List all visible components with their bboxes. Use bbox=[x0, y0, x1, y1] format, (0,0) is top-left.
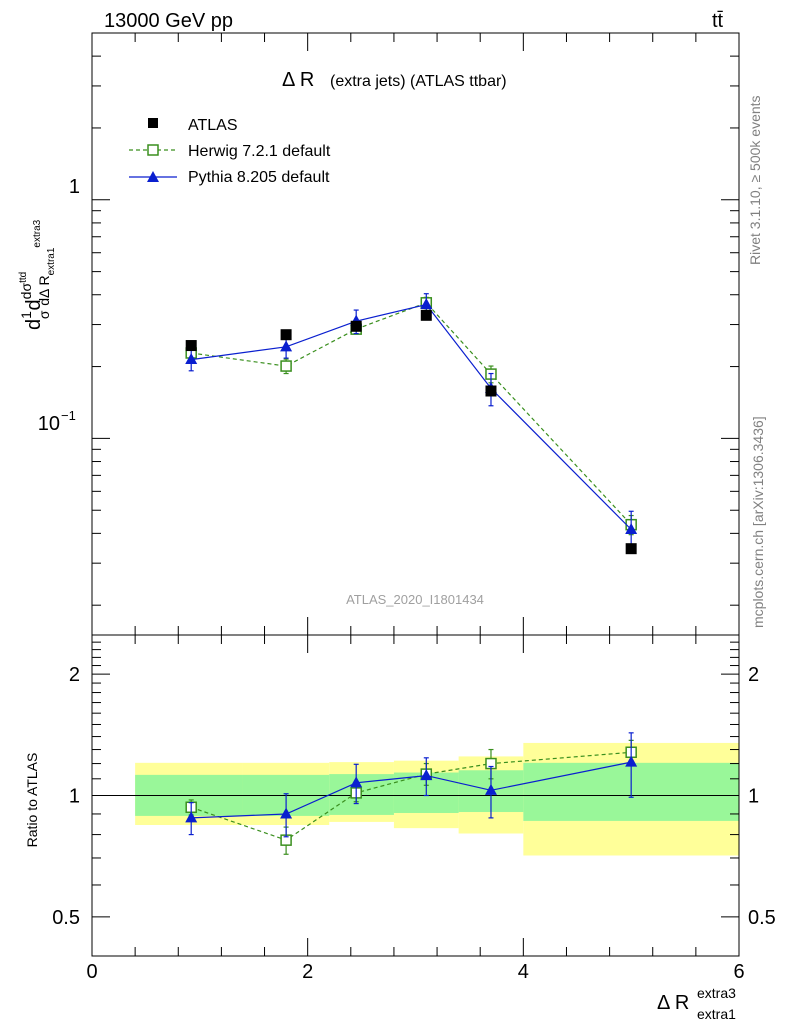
ratio-pythia-marker bbox=[420, 769, 433, 781]
legend-label-pythia: Pythia 8.205 default bbox=[188, 169, 330, 186]
ratio-x-ticks bbox=[91, 635, 740, 956]
mcplots-label: mcplots.cern.ch [arXiv:1306.3436] bbox=[750, 416, 766, 628]
legend-marker-pythia bbox=[147, 171, 159, 182]
x-axis-label-main: Δ R bbox=[657, 992, 689, 1014]
ratio-y-tick-label-right: 1 bbox=[748, 786, 759, 808]
process-label: tt̄ bbox=[712, 10, 724, 32]
x-axis-label-sup: extra3 bbox=[697, 985, 736, 1001]
legend-marker-herwig bbox=[147, 144, 159, 156]
ratio-herwig-line bbox=[191, 751, 632, 841]
ratio-y-tick-label-right: 2 bbox=[748, 664, 759, 686]
main-x-ticks bbox=[91, 33, 740, 635]
main-y-axis-label: d1 σddσttd dΔ Rextra1extra3 bbox=[18, 219, 57, 330]
y-tick-label-0.1-base: 10 bbox=[38, 413, 60, 435]
ratio-pythia-marker bbox=[625, 755, 638, 767]
atlas-marker bbox=[485, 385, 497, 397]
pythia-series bbox=[185, 293, 638, 553]
energy-label: 13000 GeV pp bbox=[104, 10, 233, 32]
atlas-marker bbox=[350, 320, 362, 332]
legend-label-atlas: ATLAS bbox=[188, 117, 238, 134]
ratio-y-ticks bbox=[92, 641, 739, 957]
ratio-pythia-marker bbox=[350, 776, 363, 788]
x-tick-label: 4 bbox=[518, 961, 529, 983]
atlas-marker bbox=[420, 309, 432, 321]
atlas-marker bbox=[280, 329, 292, 341]
main-y-axis-label-text: d1 σddσttd dΔ Rextra1extra3 bbox=[18, 219, 57, 330]
ratio-y-tick-labels: 0.5 0.5 1 1 2 2 bbox=[52, 664, 776, 929]
pythia-marker bbox=[420, 298, 433, 310]
atlas-marker bbox=[185, 340, 197, 352]
y-tick-label-1: 1 bbox=[69, 176, 80, 198]
pythia-marker bbox=[625, 523, 638, 535]
ratio-pythia-marker bbox=[280, 807, 293, 819]
ratio-pythia-line bbox=[191, 761, 632, 819]
legend-label-herwig: Herwig 7.2.1 default bbox=[188, 143, 331, 160]
plot-title-sub: (extra jets) (ATLAS ttbar) bbox=[330, 73, 507, 90]
y-tick-label-0.1-exp: −1 bbox=[61, 408, 76, 423]
x-tick-label: 6 bbox=[733, 961, 744, 983]
x-axis-label-sub: extra1 bbox=[697, 1006, 736, 1022]
main-series-layer bbox=[185, 293, 638, 555]
legend-marker-atlas bbox=[148, 118, 158, 128]
x-axis-label: Δ R extra3 extra1 bbox=[657, 985, 736, 1022]
pythia-line bbox=[191, 303, 632, 530]
herwig-series bbox=[185, 296, 637, 536]
plot-title-main: Δ R bbox=[282, 69, 314, 91]
main-panel: Δ R (extra jets) (ATLAS ttbar) ATLAS_202… bbox=[18, 32, 740, 636]
ratio-y-tick-label-right: 0.5 bbox=[748, 907, 776, 929]
pythia-marker bbox=[280, 340, 293, 352]
ratio-y-tick-label: 0.5 bbox=[52, 907, 80, 929]
rivet-version-label: Rivet 3.1.10, ≥ 500k events bbox=[747, 95, 763, 265]
legend: ATLAS Herwig 7.2.1 default Pythia 8.205 … bbox=[129, 117, 331, 186]
x-tick-label: 2 bbox=[302, 961, 313, 983]
analysis-id: ATLAS_2020_I1801434 bbox=[346, 592, 484, 607]
x-tick-label: 0 bbox=[86, 961, 97, 983]
ratio-panel: 0.5 0.5 1 1 2 2 0 2 4 6 Ratio to ATLAS Δ R extra… bbox=[24, 634, 776, 1022]
ratio-bands-layer bbox=[92, 742, 739, 856]
ratio-y-tick-label: 2 bbox=[69, 664, 80, 686]
ratio-pythia-series bbox=[185, 732, 638, 838]
atlas-marker bbox=[625, 543, 637, 555]
ratio-pythia-marker bbox=[185, 811, 198, 823]
ratio-series-layer bbox=[185, 732, 638, 855]
ratio-x-tick-labels: 0 2 4 6 bbox=[86, 961, 744, 983]
ratio-y-axis-label: Ratio to ATLAS bbox=[24, 753, 40, 848]
main-y-ticks bbox=[92, 32, 739, 606]
herwig-marker bbox=[280, 360, 292, 372]
ratio-pythia-marker bbox=[484, 783, 497, 795]
herwig-line bbox=[191, 302, 632, 526]
pythia-marker bbox=[185, 353, 198, 365]
ratio-y-tick-label: 1 bbox=[69, 786, 80, 808]
atlas-series bbox=[185, 309, 637, 555]
